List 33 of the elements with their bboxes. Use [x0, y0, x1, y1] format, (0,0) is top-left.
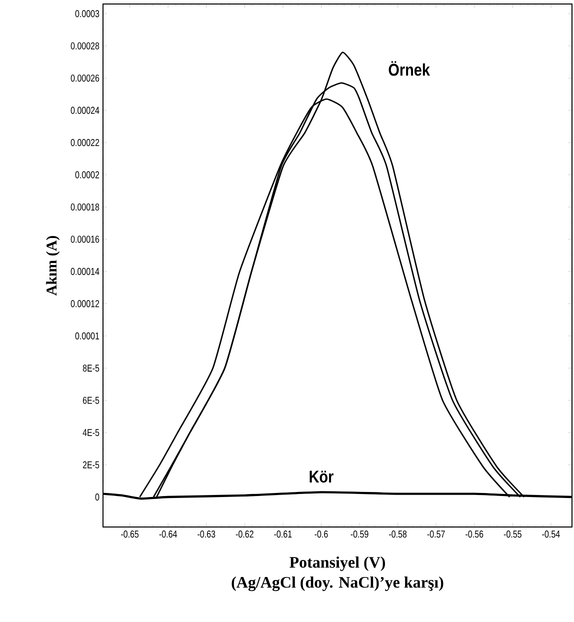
x-tick-label: -0.6	[314, 530, 328, 538]
series-label: Örnek	[388, 61, 430, 76]
y-tick-label: 0.00026	[70, 74, 100, 82]
x-tick-label: -0.56	[466, 530, 484, 538]
y-tick-label: 0.00022	[70, 139, 100, 146]
y-tick-label: 0.00016	[70, 236, 100, 243]
x-tick-label: -0.55	[504, 530, 522, 538]
x-tick-label: -0.65	[121, 530, 139, 538]
y-axis-title: Akım (A)	[46, 236, 60, 296]
y-tick-label: 2E-5	[82, 461, 100, 468]
x-tick-label: -0.57	[427, 530, 445, 538]
x-tick-label: -0.64	[159, 530, 177, 538]
series-label: Kör	[310, 470, 334, 483]
y-tick-label: 0.00024	[70, 106, 100, 114]
x-tick-label: -0.61	[274, 530, 292, 538]
y-tick-label: 0.0002	[75, 171, 100, 178]
y-tick-label: 0.0003	[75, 10, 100, 18]
x-tick-label: -0.59	[350, 530, 368, 538]
y-tick-label: 8E-5	[82, 364, 100, 372]
y-tick-label: 0.0001	[75, 332, 100, 340]
y-tick-label: 0	[95, 493, 100, 501]
x-axis-title: Potansiyel (V)	[290, 556, 385, 572]
x-tick-label: -0.63	[198, 530, 216, 538]
y-tick-label: 6E-5	[82, 396, 100, 404]
y-tick-label: 0.00012	[70, 300, 100, 308]
y-tick-label: 0.00018	[70, 203, 100, 211]
x-tick-label: -0.62	[236, 530, 254, 538]
text: (Ag/AgCl (doy. NaCl)’ye karşı)	[232, 576, 444, 592]
x-tick-label: -0.58	[389, 530, 407, 538]
y-tick-label: 0.00028	[70, 42, 100, 50]
y-tick-label: 4E-5	[82, 429, 100, 436]
y-tick-label: 0.00014	[70, 268, 100, 275]
x-tick-label: -0.54	[542, 530, 560, 538]
